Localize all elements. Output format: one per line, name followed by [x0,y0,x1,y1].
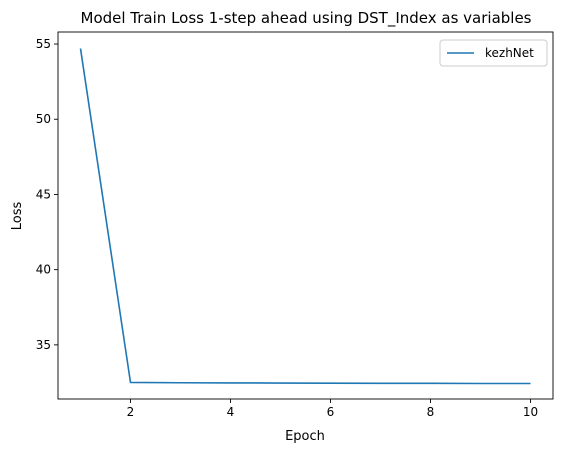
y-tick-label: 35 [36,338,51,352]
legend-box [439,39,548,67]
x-tick-label: 4 [227,405,235,419]
y-tick-label: 45 [36,187,51,201]
y-tick-label: 40 [36,263,51,277]
x-tick-label: 8 [427,405,435,419]
chart-title: Model Train Loss 1-step ahead using DST_… [81,9,532,28]
plot-area: 2 4 6 8 10 35 40 45 50 55 kezhNet [36,31,554,419]
legend-label: kezhNet [485,46,534,60]
y-axis-label: Loss [10,202,25,231]
series-line-kezhNet [79,48,531,385]
x-axis-label: Epoch [285,429,325,444]
x-tick-label: 2 [127,405,135,419]
x-tick-label: 10 [523,405,538,419]
y-tick-label: 50 [36,112,51,126]
y-tick-label: 55 [36,37,51,51]
x-tick-label: 6 [327,405,335,419]
axes-frame [57,31,554,400]
